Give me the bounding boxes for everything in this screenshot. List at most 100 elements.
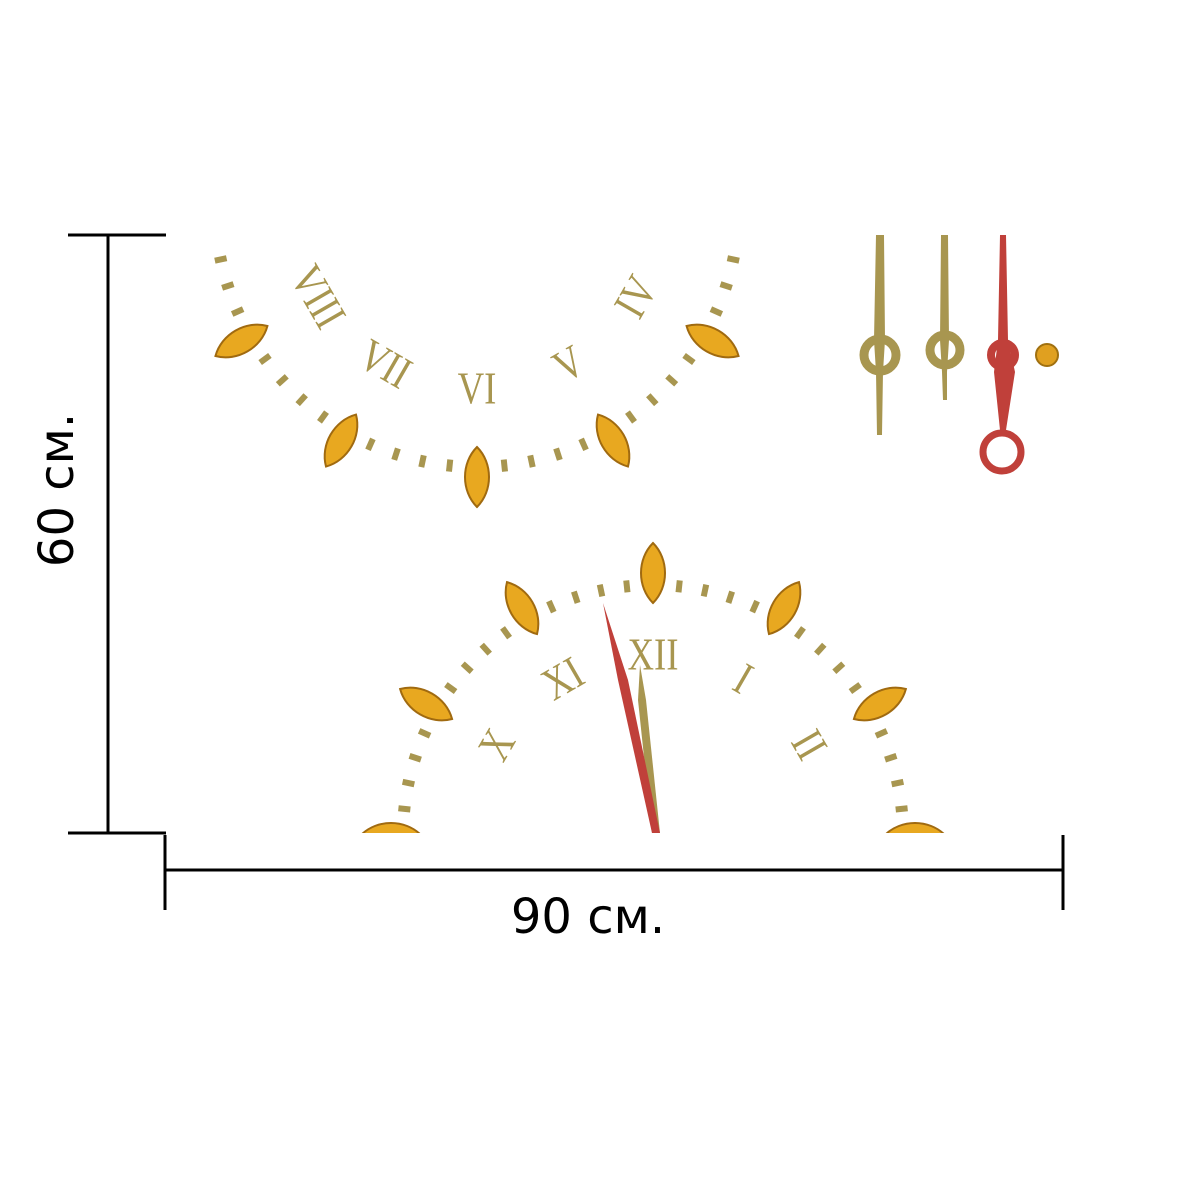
minute-tick [834, 998, 843, 1006]
gem [681, 44, 745, 95]
minute-tick [885, 910, 896, 914]
minute-tick [275, 374, 289, 387]
minute-tick [365, 437, 376, 452]
minute-tick [719, 281, 733, 291]
hand-hub [987, 339, 1019, 371]
gem [497, 1030, 548, 1094]
minute-tick [891, 778, 905, 788]
hand-counterweight [979, 429, 1025, 475]
center-gem [1035, 343, 1059, 367]
gem [394, 941, 458, 992]
gem [464, 445, 490, 509]
minute-tick [230, 306, 245, 317]
gem [848, 941, 912, 992]
minute-tick [665, 374, 679, 387]
minute-tick [725, 590, 735, 604]
minute-tick [210, 177, 222, 178]
minute-tick [222, 122, 233, 126]
width-label: 90 см. [511, 889, 665, 945]
minute-tick [527, 454, 536, 468]
gem [316, 0, 367, 1]
minute-tick [482, 1016, 490, 1025]
hand [940, 235, 949, 400]
minute-tick [419, 934, 430, 939]
minute-tick [732, 177, 744, 178]
minute-tick [232, 96, 243, 101]
minute-tick [215, 149, 227, 151]
minute-tick [403, 886, 415, 888]
minute-tick [546, 599, 557, 614]
minute-tick [700, 583, 710, 597]
minute-tick [682, 353, 696, 365]
minute-tick [892, 886, 904, 888]
minute-tick [895, 805, 908, 813]
minute-tick [214, 255, 228, 264]
gem [766, 580, 802, 636]
numeral: XII [627, 630, 678, 681]
minute-tick [646, 393, 659, 407]
minute-tick [728, 1067, 732, 1078]
minute-tick [675, 580, 683, 593]
second-hand [603, 603, 660, 833]
minute-hand [638, 665, 660, 833]
gem [852, 686, 908, 722]
minute-tick [832, 661, 846, 674]
minute-tick [726, 255, 740, 264]
minute-tick [814, 642, 827, 656]
gem [588, 0, 639, 1]
hand-hub [925, 330, 965, 370]
minute-tick [295, 393, 308, 407]
minute-tick [446, 978, 456, 985]
minute-tick [626, 1078, 627, 1090]
minute-tick [500, 626, 513, 640]
minute-tick [752, 1058, 757, 1069]
minute-tick [848, 682, 862, 695]
numeral: VIII [280, 257, 356, 337]
minute-tick [709, 306, 724, 317]
minute-tick [574, 1067, 578, 1078]
minute-tick [625, 410, 637, 424]
gem [719, 193, 779, 217]
minute-tick [408, 753, 422, 763]
numeral: I [725, 654, 761, 704]
minute-tick [874, 728, 889, 739]
bottom-clock: XXI XII III [359, 541, 947, 1127]
minute-tick [704, 1074, 706, 1086]
minute-tick [679, 1078, 680, 1090]
minute-tick [596, 583, 606, 597]
gem [641, 1067, 665, 1127]
numeral: VII [350, 330, 420, 400]
minute-tick [896, 861, 908, 862]
minute-tick [417, 728, 432, 739]
minute-tick [648, 6, 656, 15]
minute-tick [553, 447, 563, 461]
gem [504, 580, 540, 636]
minute-tick [793, 626, 806, 640]
minute-tick [749, 599, 760, 614]
numeral: XI [534, 648, 593, 711]
minute-tick [720, 122, 731, 126]
gem [209, 44, 273, 95]
minute-tick [317, 410, 329, 424]
minute-tick [446, 459, 454, 472]
minute-tick [410, 910, 421, 914]
minute-tick [503, 1032, 510, 1042]
minute-tick [210, 232, 222, 233]
numeral: IV [605, 268, 668, 327]
gem [883, 822, 947, 833]
minute-tick [298, 6, 306, 15]
minute-tick [732, 232, 744, 233]
minute-tick [549, 1058, 554, 1069]
minute-tick [600, 1074, 602, 1086]
minute-tick [578, 437, 589, 452]
gem [175, 193, 235, 217]
minute-tick [850, 978, 860, 985]
minute-tick [500, 459, 508, 472]
minute-tick [398, 861, 410, 862]
numeral: X [469, 721, 526, 769]
gem [759, 1030, 810, 1094]
dimension-lines [68, 233, 1065, 910]
minute-tick [401, 778, 415, 788]
minute-tick [667, 26, 676, 34]
